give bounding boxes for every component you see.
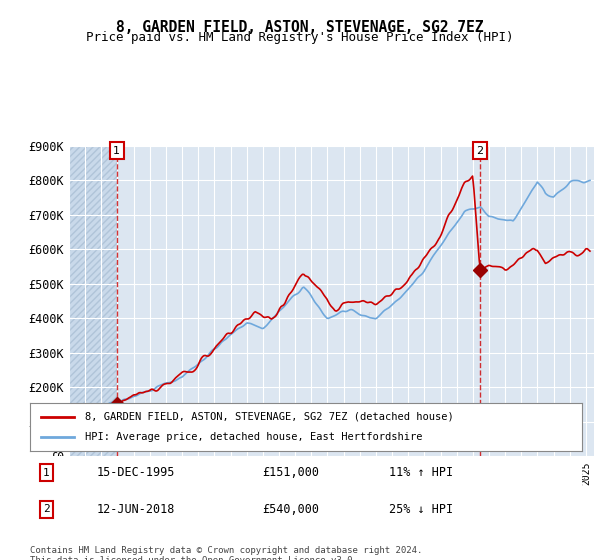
Text: £151,000: £151,000 xyxy=(262,466,319,479)
Text: 1: 1 xyxy=(43,468,50,478)
Text: HPI: Average price, detached house, East Hertfordshire: HPI: Average price, detached house, East… xyxy=(85,432,422,442)
Text: 25% ↓ HPI: 25% ↓ HPI xyxy=(389,503,453,516)
Text: 2: 2 xyxy=(476,146,484,156)
Text: 8, GARDEN FIELD, ASTON, STEVENAGE, SG2 7EZ (detached house): 8, GARDEN FIELD, ASTON, STEVENAGE, SG2 7… xyxy=(85,412,454,422)
Text: 11% ↑ HPI: 11% ↑ HPI xyxy=(389,466,453,479)
Text: Contains HM Land Registry data © Crown copyright and database right 2024.
This d: Contains HM Land Registry data © Crown c… xyxy=(30,546,422,560)
Text: 15-DEC-1995: 15-DEC-1995 xyxy=(96,466,175,479)
Text: 12-JUN-2018: 12-JUN-2018 xyxy=(96,503,175,516)
Text: 2: 2 xyxy=(43,504,50,514)
Text: 8, GARDEN FIELD, ASTON, STEVENAGE, SG2 7EZ: 8, GARDEN FIELD, ASTON, STEVENAGE, SG2 7… xyxy=(116,20,484,35)
Text: Price paid vs. HM Land Registry's House Price Index (HPI): Price paid vs. HM Land Registry's House … xyxy=(86,31,514,44)
Text: 1: 1 xyxy=(113,146,121,156)
Text: £540,000: £540,000 xyxy=(262,503,319,516)
Bar xyxy=(69,146,117,456)
